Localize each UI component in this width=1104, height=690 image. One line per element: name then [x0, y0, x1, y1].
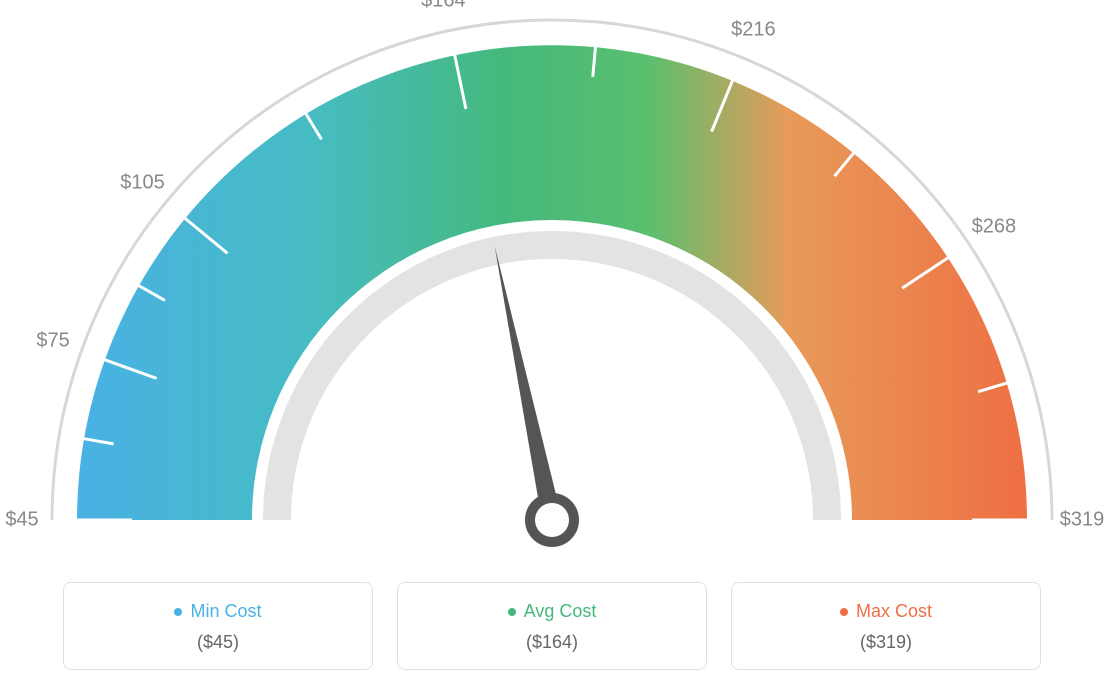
dot-icon	[174, 608, 182, 616]
legend-max: Max Cost ($319)	[731, 582, 1041, 670]
gauge-chart: $45 $75 $105 $164 $216 $268 $319	[0, 0, 1104, 585]
dot-icon	[840, 608, 848, 616]
legend-avg-text: Avg Cost	[524, 601, 597, 622]
scale-label: $164	[421, 0, 466, 13]
scale-label: $216	[731, 18, 776, 41]
legend-avg: Avg Cost ($164)	[397, 582, 707, 670]
legend-max-text: Max Cost	[856, 601, 932, 622]
legend-min: Min Cost ($45)	[63, 582, 373, 670]
legend-min-value: ($45)	[64, 632, 372, 653]
scale-label: $75	[36, 330, 69, 353]
gauge-svg	[0, 0, 1104, 580]
scale-label: $45	[5, 509, 38, 532]
scale-label: $268	[972, 216, 1017, 239]
dot-icon	[508, 608, 516, 616]
legend-max-label: Max Cost	[840, 601, 932, 622]
scale-label: $319	[1060, 509, 1104, 532]
scale-label: $105	[120, 172, 165, 195]
legend-avg-value: ($164)	[398, 632, 706, 653]
legend-min-label: Min Cost	[174, 601, 261, 622]
legend-avg-label: Avg Cost	[508, 601, 597, 622]
legend-min-text: Min Cost	[190, 601, 261, 622]
legend: Min Cost ($45) Avg Cost ($164) Max Cost …	[63, 582, 1041, 670]
legend-max-value: ($319)	[732, 632, 1040, 653]
